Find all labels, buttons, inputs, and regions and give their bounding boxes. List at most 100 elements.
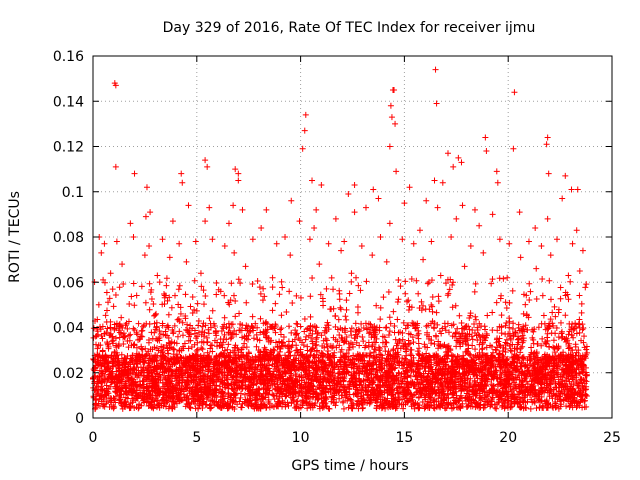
data-point	[193, 307, 200, 314]
data-point	[526, 297, 533, 304]
data-point	[119, 324, 126, 331]
data-point	[365, 339, 372, 346]
data-point	[223, 323, 230, 330]
data-point	[239, 334, 246, 341]
data-point	[299, 397, 306, 404]
data-point	[97, 342, 104, 349]
data-point	[520, 370, 527, 377]
data-point	[515, 321, 522, 328]
data-point	[143, 184, 150, 191]
data-point	[179, 179, 186, 186]
data-point	[95, 358, 102, 365]
data-point	[99, 348, 106, 355]
data-point	[437, 272, 444, 279]
data-point	[525, 314, 532, 321]
data-point	[583, 281, 590, 288]
data-point	[96, 392, 103, 399]
data-point	[173, 400, 180, 407]
data-point	[425, 279, 432, 286]
data-point	[313, 341, 320, 348]
data-point	[393, 385, 400, 392]
data-point	[433, 309, 440, 316]
data-point	[512, 329, 519, 336]
data-point	[502, 369, 509, 376]
data-point	[498, 312, 505, 319]
data-point	[557, 362, 564, 369]
data-point	[344, 362, 351, 369]
data-point	[362, 342, 369, 349]
data-point	[227, 365, 234, 372]
data-point	[224, 346, 231, 353]
data-point	[146, 280, 153, 287]
data-point	[405, 306, 412, 313]
data-point	[346, 290, 353, 297]
data-point	[97, 323, 104, 330]
data-point	[363, 325, 370, 332]
data-point	[342, 338, 349, 345]
data-point	[479, 341, 486, 348]
data-point	[115, 327, 122, 334]
data-point	[353, 402, 360, 409]
data-point	[147, 346, 154, 353]
data-point	[419, 399, 426, 406]
data-point	[413, 277, 420, 284]
data-point	[482, 352, 489, 359]
data-point	[409, 396, 416, 403]
data-point	[562, 312, 569, 319]
data-point	[547, 316, 554, 323]
data-point	[262, 386, 269, 393]
data-point	[426, 365, 433, 372]
data-point	[343, 393, 350, 400]
data-point	[271, 396, 278, 403]
data-point	[487, 356, 494, 363]
data-point	[125, 332, 132, 339]
data-point	[570, 325, 577, 332]
data-point	[435, 395, 442, 402]
data-point	[331, 377, 338, 384]
data-point	[156, 337, 163, 344]
data-point	[443, 280, 450, 287]
data-point	[338, 346, 345, 353]
data-point	[238, 354, 245, 361]
data-point	[294, 321, 301, 328]
data-point	[517, 345, 524, 352]
data-point	[313, 348, 320, 355]
data-point	[442, 349, 449, 356]
data-point	[530, 340, 537, 347]
data-point	[380, 294, 387, 301]
data-point	[573, 330, 580, 337]
data-point	[385, 384, 392, 391]
data-point	[163, 324, 170, 331]
data-point	[477, 401, 484, 408]
data-point	[434, 204, 441, 211]
data-point	[531, 371, 538, 378]
data-point	[262, 320, 269, 327]
data-point	[422, 385, 429, 392]
data-point	[272, 329, 279, 336]
data-point	[101, 330, 108, 337]
data-point	[389, 366, 396, 373]
data-point	[413, 385, 420, 392]
data-point	[416, 351, 423, 358]
data-point	[411, 401, 418, 408]
data-point	[253, 331, 260, 338]
data-point	[526, 280, 533, 287]
data-point	[213, 279, 220, 286]
data-point	[354, 400, 361, 407]
data-point	[278, 325, 285, 332]
data-point	[285, 402, 292, 409]
data-point	[467, 243, 474, 250]
data-point	[151, 401, 158, 408]
data-point	[461, 263, 468, 270]
data-point	[202, 218, 209, 225]
data-point	[173, 340, 180, 347]
data-point	[400, 361, 407, 368]
data-point	[142, 355, 149, 362]
data-point	[242, 263, 249, 270]
data-point	[410, 400, 417, 407]
data-point	[402, 278, 409, 285]
data-point	[423, 197, 430, 204]
data-point	[244, 325, 251, 332]
data-point	[505, 380, 512, 387]
data-point	[142, 213, 149, 220]
